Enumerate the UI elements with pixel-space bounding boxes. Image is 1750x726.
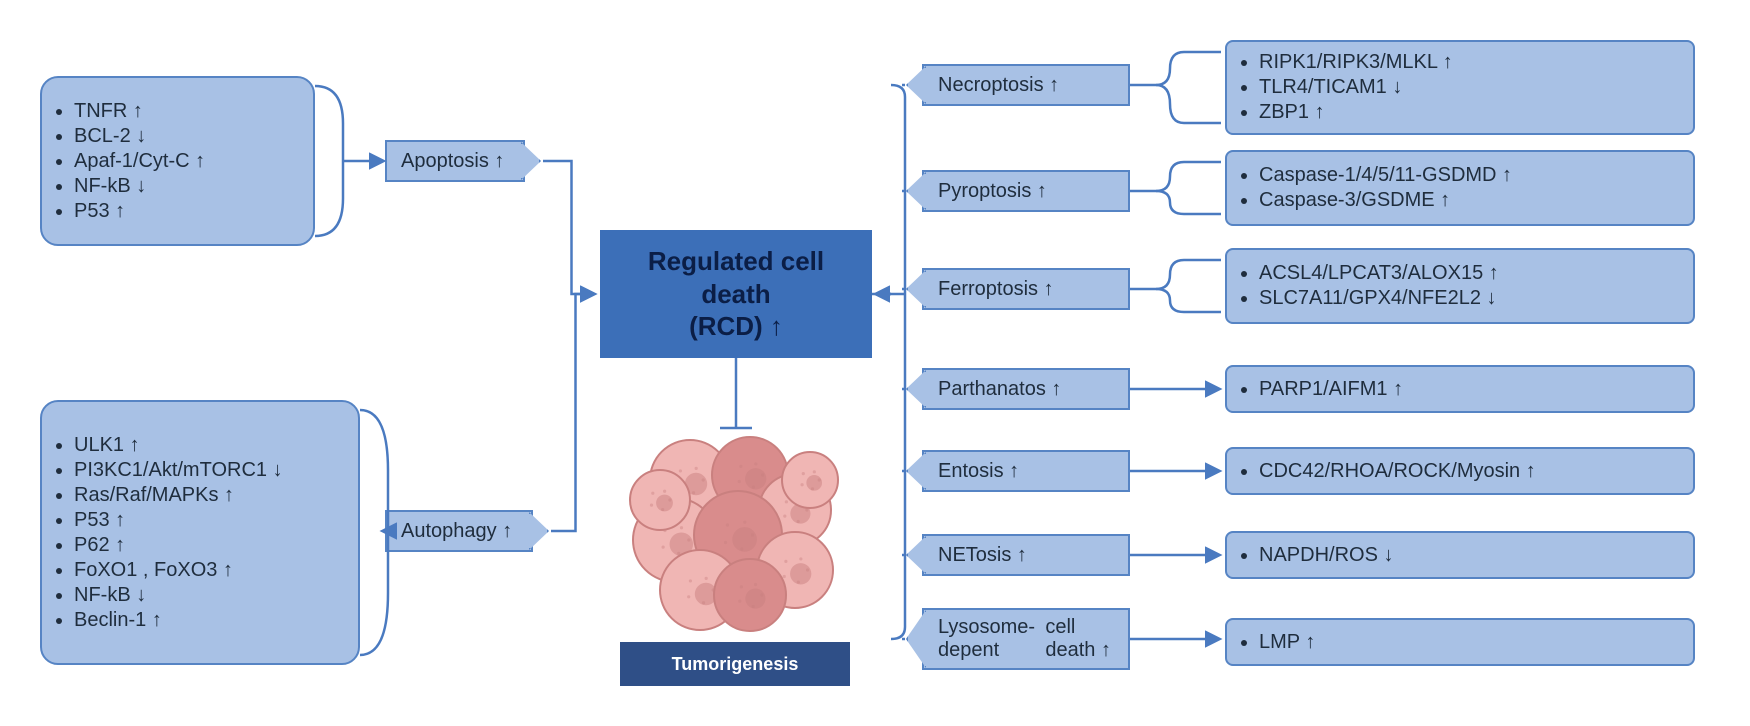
connectors [0,0,1750,726]
